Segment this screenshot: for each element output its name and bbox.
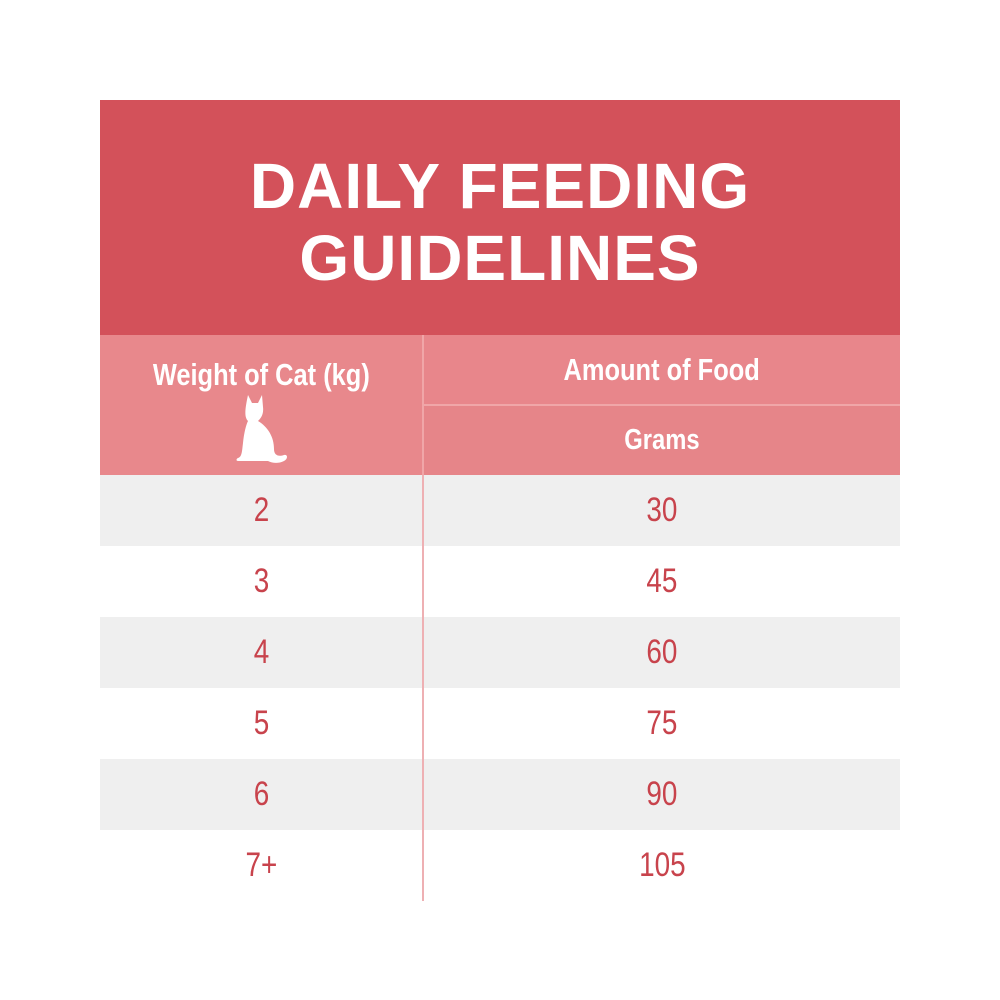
header-divider [424, 404, 900, 406]
feeding-table: DAILY FEEDING GUIDELINES Weight of Cat (… [100, 100, 900, 901]
column-header: Weight of Cat (kg) [152, 357, 370, 392]
weight-value: 6 [253, 775, 269, 813]
weight-value: 4 [253, 633, 269, 671]
table-cell: 7+ [100, 830, 424, 901]
food-amount: 30 [646, 491, 678, 529]
table-cell: 5 [100, 688, 424, 759]
table-row: 2 30 [100, 475, 900, 546]
table-row: 7+ 105 [100, 830, 900, 901]
table-row: 3 45 [100, 546, 900, 617]
table-cell: 90 [424, 759, 900, 830]
table-cell: 3 [100, 546, 424, 617]
title: DAILY FEEDING GUIDELINES [249, 149, 751, 294]
food-amount: 60 [646, 633, 678, 671]
food-amount: 90 [646, 775, 678, 813]
weight-header-cell: Weight of Cat (kg) [100, 335, 422, 475]
table-header: Weight of Cat (kg) Amount of Food Grams [100, 335, 900, 475]
food-amount: 105 [638, 846, 686, 884]
table-cell: 6 [100, 759, 424, 830]
table-body: 2 30 3 45 4 60 5 75 6 90 7+ 105 [100, 475, 900, 901]
table-cell: 105 [424, 830, 900, 901]
table-cell: 30 [424, 475, 900, 546]
weight-value: 7+ [245, 846, 277, 884]
table-cell: 60 [424, 617, 900, 688]
header-divider [422, 335, 424, 475]
table-row: 4 60 [100, 617, 900, 688]
column-header: Amount of Food [563, 351, 761, 387]
title-band: DAILY FEEDING GUIDELINES [100, 100, 900, 335]
sub-header: Grams [624, 424, 700, 456]
amount-header-cell: Amount of Food [424, 335, 900, 404]
table-cell: 2 [100, 475, 424, 546]
weight-value: 5 [253, 704, 269, 742]
table-cell: 45 [424, 546, 900, 617]
unit-header-cell: Grams [424, 406, 900, 475]
table-cell: 4 [100, 617, 424, 688]
cat-icon [236, 395, 287, 463]
weight-value: 2 [253, 491, 269, 529]
table-row: 6 90 [100, 759, 900, 830]
table-row: 5 75 [100, 688, 900, 759]
food-amount: 75 [646, 704, 678, 742]
weight-value: 3 [253, 562, 269, 600]
food-amount: 45 [646, 562, 678, 600]
table-cell: 75 [424, 688, 900, 759]
